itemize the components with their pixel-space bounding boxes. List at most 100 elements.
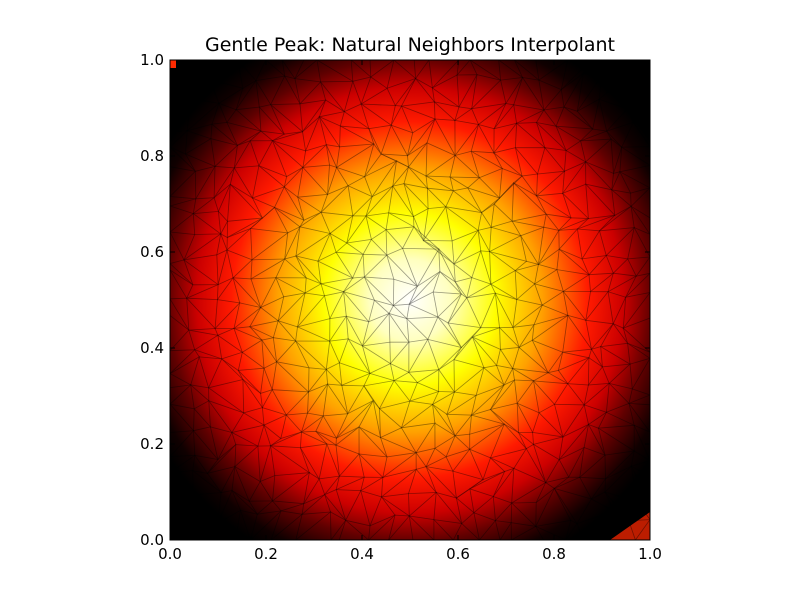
mesh-triangle (561, 403, 589, 438)
mesh-triangle (390, 124, 414, 157)
mesh-triangle (408, 291, 439, 318)
mesh-triangle (361, 341, 391, 365)
mesh-triangle (481, 197, 500, 213)
mesh-triangle (628, 394, 650, 406)
mesh-triangle (510, 502, 537, 527)
mesh-triangle (555, 106, 595, 130)
mesh-triangle (445, 448, 471, 472)
mesh-triangle (543, 106, 565, 128)
mesh-triangle (295, 326, 330, 342)
mesh-triangle (515, 147, 539, 177)
mesh-triangle (306, 383, 328, 417)
mesh-triangle (561, 60, 592, 90)
mesh-triangle (521, 76, 545, 111)
mesh-triangle (424, 466, 457, 500)
mesh-triangle (209, 78, 244, 104)
mesh-triangle (541, 290, 569, 317)
mesh-triangle (612, 147, 623, 174)
mesh-triangle (259, 130, 286, 142)
mesh-triangle (368, 514, 396, 540)
mesh-triangle (226, 109, 262, 132)
x-tick-label: 0.0 (158, 545, 182, 563)
mesh-triangle (558, 424, 589, 461)
mesh-triangle (628, 519, 650, 540)
mesh-triangle (503, 423, 527, 449)
mesh-triangle (226, 249, 253, 279)
mesh-triangle (598, 72, 632, 110)
mesh-triangle (346, 215, 367, 244)
mesh-triangle (478, 167, 503, 199)
mesh-triangle (170, 60, 197, 82)
x-tick-label: 0.6 (446, 545, 470, 563)
mesh-triangle (453, 336, 473, 360)
mesh-triangle (185, 284, 219, 299)
mesh-triangle (170, 524, 194, 540)
mesh-triangle (300, 447, 320, 480)
mesh-triangle (330, 511, 347, 540)
mesh-triangle (280, 503, 305, 515)
mesh-triangle (170, 472, 194, 503)
mesh-triangle (272, 131, 303, 142)
mesh-triangle (249, 206, 289, 234)
mesh-triangle (401, 226, 440, 250)
mesh-triangle (433, 100, 457, 121)
mesh-triangle (379, 436, 418, 458)
mesh-triangle (214, 301, 241, 329)
mesh-triangle (576, 75, 603, 112)
mesh-triangle (512, 175, 537, 197)
mesh-triangle (170, 454, 196, 474)
mesh-triangle (343, 103, 370, 130)
mesh-triangle (192, 469, 223, 496)
mesh-triangle (281, 60, 296, 80)
mesh-triangle (633, 226, 650, 258)
mesh-triangle (235, 106, 262, 133)
mesh-triangle (590, 491, 615, 513)
mesh-triangle (510, 502, 537, 528)
mesh-triangle (536, 170, 566, 197)
mesh-triangle (318, 99, 346, 118)
mesh-triangle (242, 378, 264, 414)
mesh-triangle (294, 78, 322, 105)
mesh-triangle (512, 299, 544, 329)
mesh-triangle (455, 488, 475, 514)
mesh-triangle (493, 181, 515, 222)
mesh-triangle (195, 164, 216, 200)
mesh-triangle (576, 228, 601, 261)
mesh-triangle (489, 379, 518, 411)
mesh-triangle (422, 240, 455, 265)
mesh-triangle (336, 400, 374, 439)
mesh-triangle (512, 324, 535, 349)
mesh-triangle (363, 385, 380, 409)
mesh-triangle (438, 248, 456, 283)
mesh-triangle (343, 290, 370, 323)
mesh-triangle (622, 292, 650, 330)
mesh-triangle (170, 454, 197, 474)
mesh-triangle (413, 216, 424, 241)
mesh-triangle (237, 370, 261, 394)
mesh-triangle (336, 143, 375, 169)
mesh-triangle (272, 472, 311, 502)
mesh-triangle (250, 258, 287, 280)
mesh-triangle (170, 501, 195, 527)
mesh-triangle (445, 205, 479, 242)
mesh-triangle (518, 339, 549, 374)
mesh-triangle (555, 125, 582, 152)
mesh-triangle (628, 402, 650, 433)
mesh-triangle (622, 291, 650, 329)
mesh-triangle (422, 205, 453, 242)
mesh-triangle (580, 130, 612, 142)
mesh-triangle (425, 466, 458, 499)
mesh-triangle (220, 351, 243, 372)
mesh-triangle (408, 271, 441, 305)
mesh-triangle (425, 175, 454, 192)
mesh-triangle (494, 293, 514, 329)
mesh-triangle (386, 247, 418, 287)
mesh-triangle (600, 60, 632, 76)
mesh-triangle (350, 60, 372, 82)
mesh-triangle (406, 317, 429, 343)
mesh-triangle (583, 510, 615, 540)
mesh-triangle (185, 297, 218, 330)
plot-frame (169, 59, 651, 541)
mesh-triangle (363, 380, 395, 410)
mesh-triangle (405, 316, 439, 341)
